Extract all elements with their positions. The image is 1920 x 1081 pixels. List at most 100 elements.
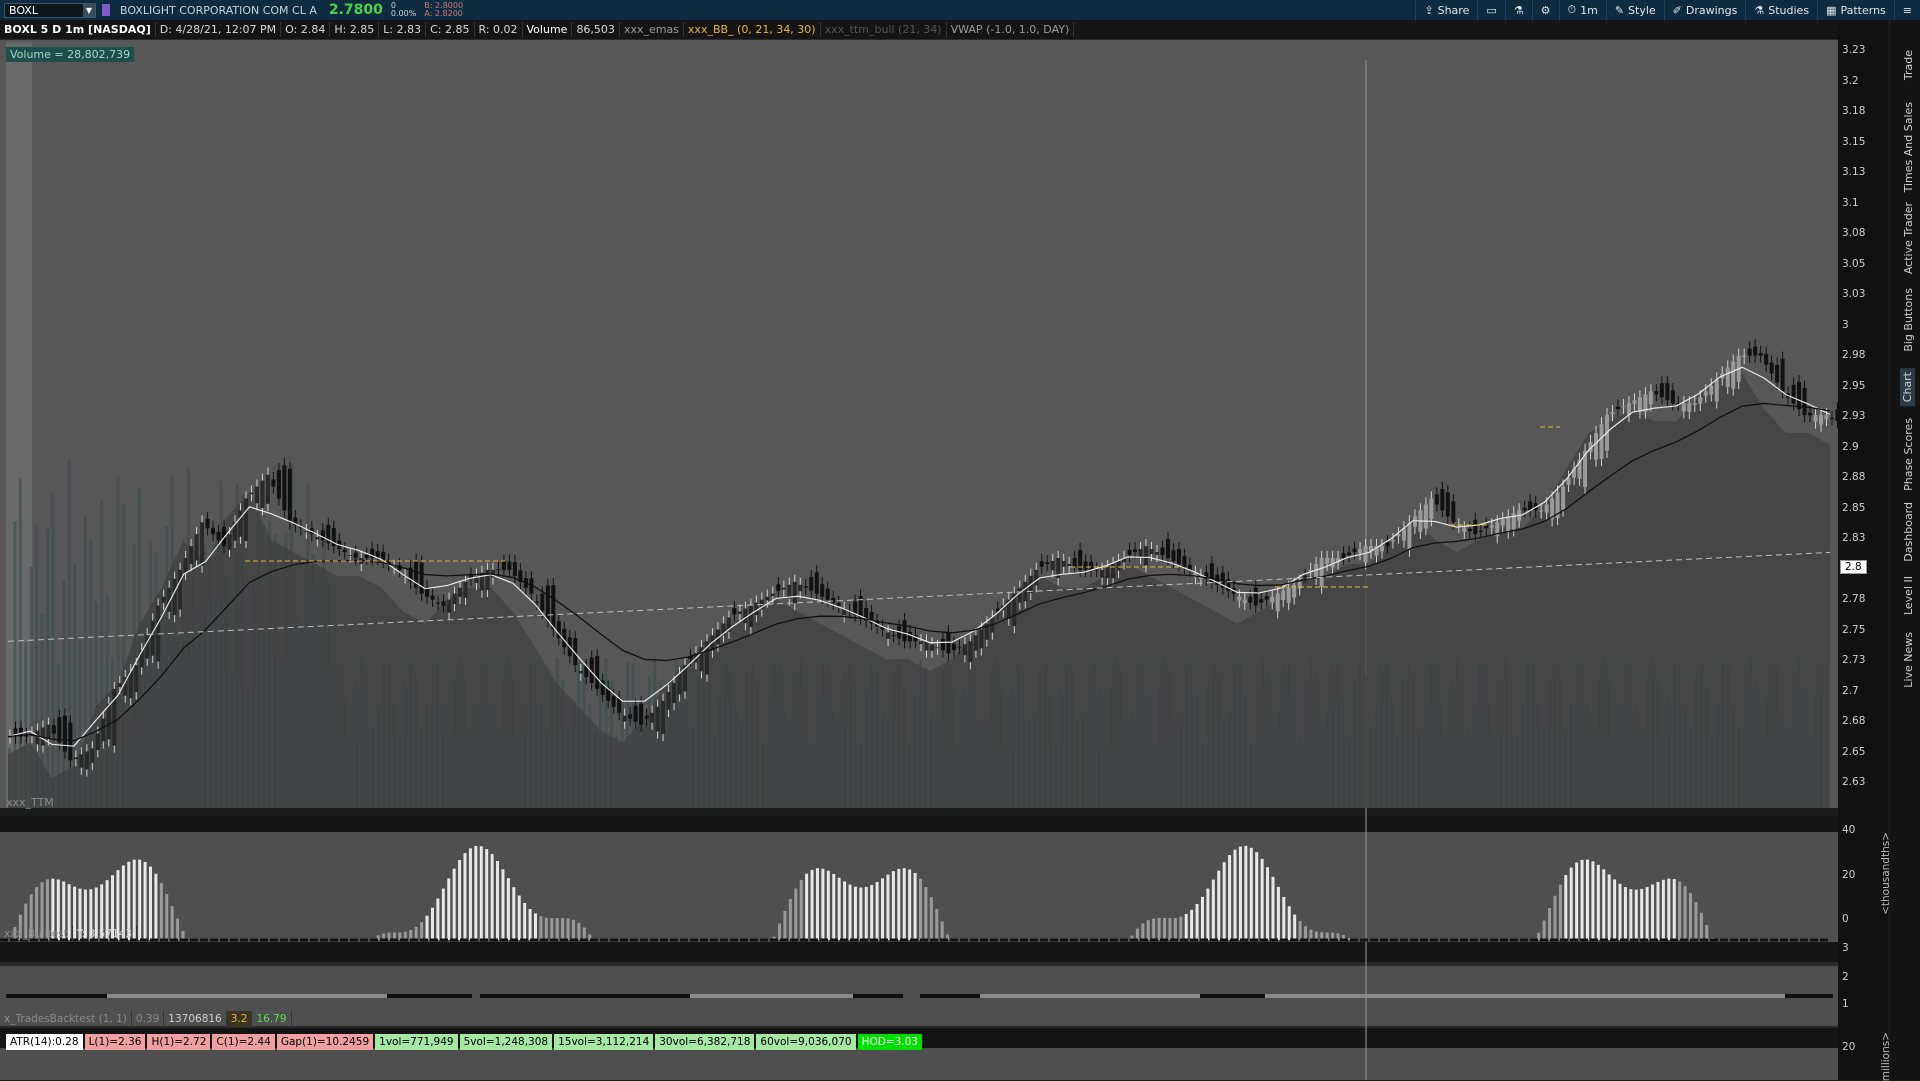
link-group-flag-icon[interactable] [102,4,110,16]
candle-body [1659,383,1664,398]
ttm-bar [1694,901,1698,940]
candle-body [408,567,413,582]
price-tick: 2.63 [1842,776,1866,788]
candle-body [1281,590,1286,601]
candle-body [1105,566,1110,579]
candle-body [584,665,589,678]
candle-body [715,629,720,645]
candle-body [886,632,891,639]
ttm-bar [1287,906,1291,940]
candle-body [507,561,512,570]
sidebar-tab-dashboard[interactable]: Dashboard [1902,502,1915,562]
ttm-bar [837,877,841,940]
sidebar-tab-big-buttons[interactable]: Big Buttons [1902,288,1915,352]
candle-body [589,657,594,683]
ttm-bar [864,886,868,940]
sidebar-tab-live-news[interactable]: Live News [1902,632,1915,688]
backtest-title[interactable]: x_TradesBacktest (1, 1) [0,1011,132,1027]
candle-body [1149,549,1154,554]
toolbar-button-flask[interactable]: ⚗ [1504,0,1532,20]
candle-body [787,584,792,599]
sidebar-tab-trade[interactable]: Trade [1902,50,1915,81]
toolbar-button-menu[interactable]: ≡ [1893,0,1920,20]
study-bb[interactable]: xxx_BB_ (0, 21, 34, 30) [684,22,821,37]
ttm-panel-title[interactable]: xxx_TTM [6,796,54,809]
sidebar-tab-level-ii[interactable]: Level II [1902,576,1915,616]
ttm-bar [1347,938,1351,940]
ttm-bar [1249,847,1253,940]
candle-body [1456,525,1461,527]
price-tick: 2.78 [1842,593,1866,605]
panel-divider [0,808,1838,816]
candle-body [929,644,934,651]
candle-body [842,608,847,616]
candle-body [8,736,12,738]
toolbar-button-1m[interactable]: ⏱ 1m [1558,0,1606,20]
candle-body [1615,406,1620,410]
candle-body [381,551,386,561]
sidebar-tab-chart[interactable]: Chart [1900,368,1915,407]
candle-body [1089,561,1094,570]
candle-body [1072,557,1077,567]
symbol-selector[interactable]: BOXL ▼ [4,2,96,18]
ttm-bar [496,861,500,940]
ttm-bar [897,868,901,940]
ema-cloud [8,373,1830,808]
ttm-bar [170,905,174,940]
candle-body [661,700,666,734]
study-emas[interactable]: xxx_emas [620,22,684,37]
net-change-value: 0 [390,1,396,10]
candle-body [348,555,353,557]
price-tick: 2.95 [1842,379,1866,392]
candle-body [518,570,523,582]
sidebar-tab-times-and-sales[interactable]: Times And Sales [1902,102,1915,193]
ttm-bar [1591,861,1595,940]
candle-body [1347,552,1352,556]
ttm-bar [577,922,581,940]
toolbar-button-studies[interactable]: ⚗ Studies [1745,0,1817,20]
ttm-bar [1645,887,1649,940]
ttm-bar [1228,855,1232,940]
candle-body [68,722,73,761]
ttm-bar [485,849,489,940]
study-vwap[interactable]: VWAP (-1.0, 1.0, DAY) [947,22,1075,37]
chart-area[interactable] [0,20,1838,1080]
candle-body [1165,539,1170,558]
bulltest-title[interactable]: xxx_Bulltest [0,926,73,942]
ttm-tick-20: 20 [1842,869,1856,881]
study-ttm-bull[interactable]: xxx_ttm_bull (21, 34) [821,22,947,37]
toolbar-button-drawings[interactable]: ✐ Drawings [1663,0,1746,20]
candle-body [595,656,600,689]
candle-body [233,522,238,541]
price-axis[interactable] [1838,20,1888,1080]
toolbar-button-patterns[interactable]: ▦ Patterns [1817,0,1894,20]
ttm-bar [523,902,527,940]
toolbar-button-style[interactable]: ✎ Style [1605,0,1664,20]
ttm-bar [1640,888,1644,940]
ttm-bar [853,886,857,940]
sidebar-tab-active-trader[interactable]: Active Trader [1902,202,1915,275]
candle-body [298,526,303,529]
ttm-bar [561,917,565,940]
sidebar-tab-phase-scores[interactable]: Phase Scores [1902,418,1915,491]
ttm-bar [1304,926,1308,940]
toolbar-button-share[interactable]: ⇪ Share [1415,0,1477,20]
ttm-bar [1613,879,1617,940]
bulltest-header-bg [0,942,1838,962]
candle-body [628,714,633,719]
ttm-tick-40: 40 [1842,824,1856,836]
chart-canvas[interactable] [0,20,1838,1080]
ttm-bar [121,865,125,940]
stat-chip: ATR(14):0.28 [6,1034,83,1050]
candle-body [1253,587,1258,606]
chevron-down-icon[interactable]: ▼ [83,3,95,17]
toolbar-button-gear[interactable]: ⚙ [1531,0,1559,20]
volume-label[interactable]: Volume [523,22,573,37]
candle-body [1687,403,1692,413]
toolbar-button-window[interactable]: ▭ [1477,0,1504,20]
stat-chip: C(1)=2.44 [212,1034,275,1050]
candle-body [534,601,539,603]
candle-body [123,677,128,696]
bar-low: L: 2.83 [379,22,427,37]
ttm-bar [935,908,939,940]
